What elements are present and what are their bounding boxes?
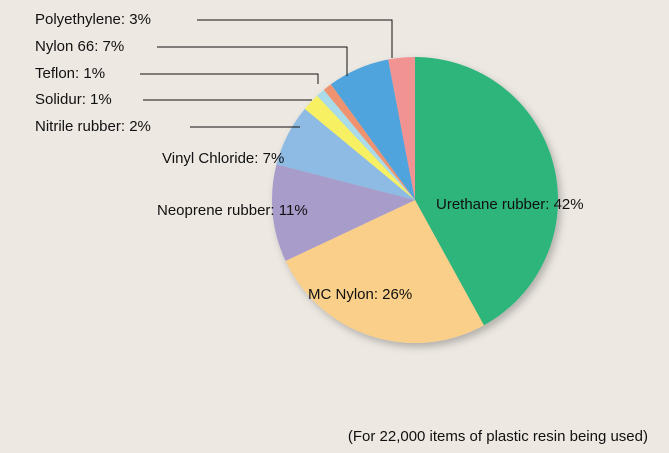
pie bbox=[272, 57, 558, 343]
slice-label: Vinyl Chloride: 7% bbox=[162, 150, 284, 167]
pie-slice bbox=[285, 200, 484, 343]
slice-label: Urethane rubber: 42% bbox=[436, 196, 584, 213]
leader-line bbox=[140, 73, 319, 84]
footnote: (For 22,000 items of plastic resin being… bbox=[348, 428, 648, 445]
pie-slice bbox=[276, 108, 415, 200]
pie-slice bbox=[330, 59, 415, 200]
labels: Urethane rubber: 42% MC Nylon: 26% Neopren… bbox=[35, 11, 584, 303]
pie-slice bbox=[304, 95, 415, 200]
pie-slice bbox=[388, 57, 415, 200]
slice-label: MC Nylon: 26% bbox=[308, 286, 412, 303]
slice-label: Nitrile rubber: 2% bbox=[35, 118, 151, 135]
pie-slice bbox=[317, 89, 415, 200]
leader-line bbox=[197, 19, 393, 58]
pie-slice bbox=[323, 84, 415, 200]
pie-slice bbox=[415, 57, 558, 326]
slice-label: Polyethylene: 3% bbox=[35, 11, 151, 28]
slice-label: Neoprene rubber: 11% bbox=[157, 202, 308, 219]
slice-label: Nylon 66: 7% bbox=[35, 38, 124, 55]
slice-label: Solidur: 1% bbox=[35, 91, 112, 108]
leader-line bbox=[157, 46, 348, 76]
slice-label: Teflon: 1% bbox=[35, 65, 105, 82]
pie-slice bbox=[272, 164, 415, 261]
